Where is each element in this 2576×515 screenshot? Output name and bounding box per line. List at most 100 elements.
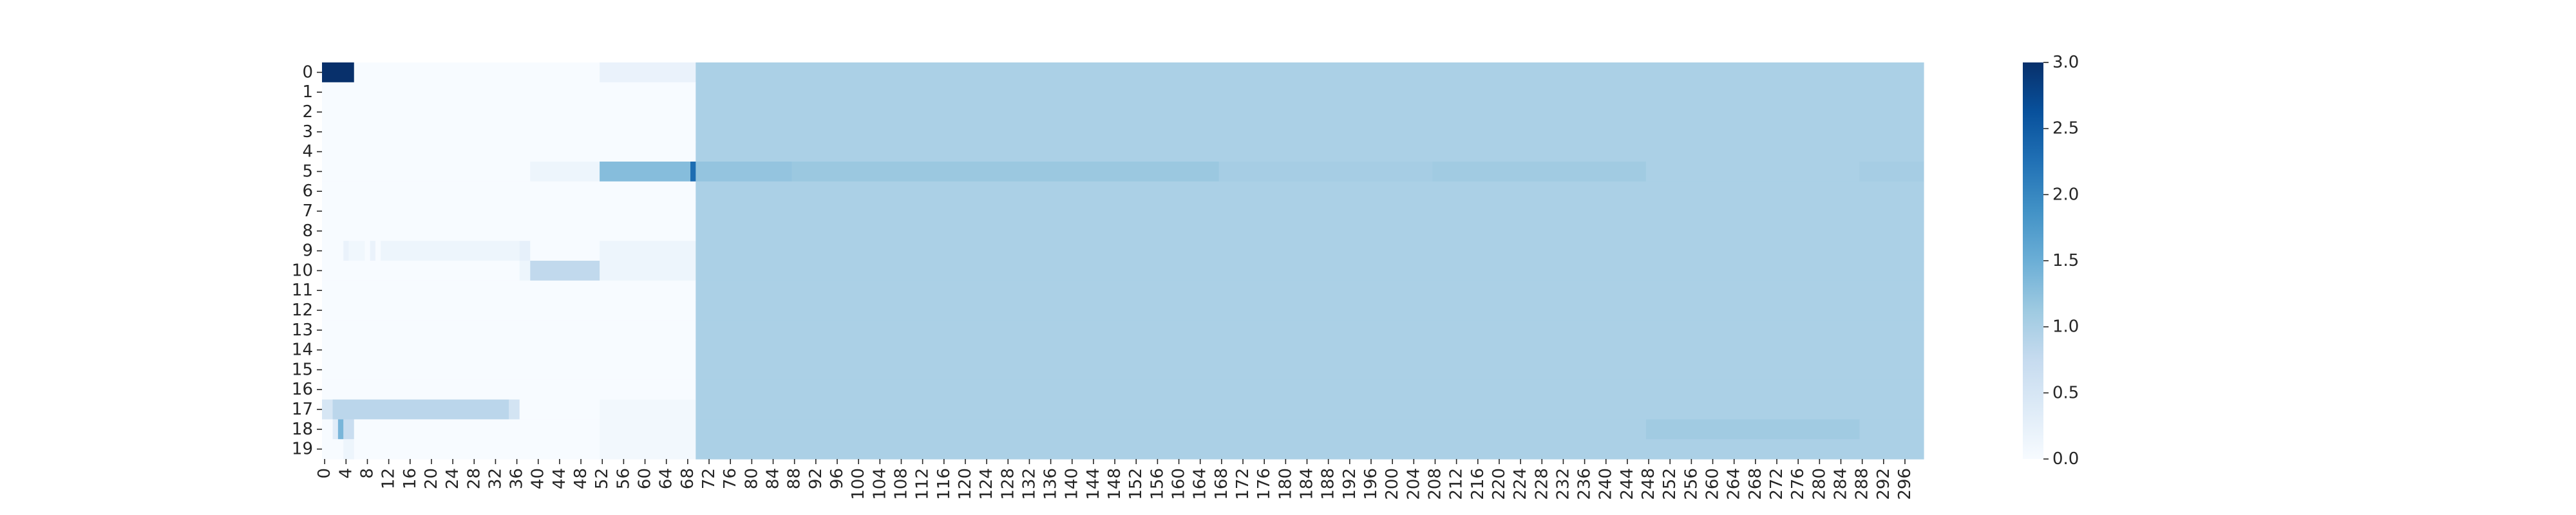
heatmap-cell [696, 122, 1924, 142]
heatmap-cell [343, 241, 350, 261]
y-tick-label: 8 [302, 221, 313, 241]
heatmap-cell [332, 419, 339, 440]
heatmap-cell [696, 340, 1924, 360]
x-tick-label: 16 [401, 468, 420, 489]
heatmap-cell [322, 62, 355, 83]
heatmap-cell [1859, 162, 1924, 182]
heatmap-cell [332, 399, 509, 420]
x-tick-label: 60 [636, 468, 655, 489]
heatmap-cell [696, 82, 1924, 103]
y-tick-label: 15 [292, 360, 313, 379]
heatmap-cell [696, 300, 1924, 321]
heatmap-cell [696, 142, 1924, 162]
heatmap-cell [322, 142, 696, 162]
x-tick-label: 72 [699, 468, 719, 489]
x-tick-label: 188 [1319, 468, 1338, 500]
y-tick-label: 6 [302, 182, 313, 201]
x-tick-label: 124 [977, 468, 996, 500]
x-tick-label: 236 [1575, 468, 1595, 500]
x-tick-label: 228 [1532, 468, 1551, 500]
heatmap-cell [600, 399, 696, 420]
heatmap-cell [696, 280, 1924, 301]
heatmap-cell [696, 419, 1647, 440]
x-tick-label: 172 [1233, 468, 1253, 500]
x-tick-label: 260 [1703, 468, 1723, 500]
y-tick-label: 11 [292, 281, 313, 300]
y-tick-label: 14 [292, 341, 313, 360]
x-tick-label: 112 [913, 468, 933, 500]
colorbar: 0.0 0.5 1.0 1.5 2.0 2.5 3.0 [2023, 53, 2079, 469]
heatmap-cell [690, 162, 696, 182]
heatmap-cell [600, 419, 696, 440]
y-tick-label: 10 [292, 261, 313, 280]
heatmap-cell [696, 439, 1924, 460]
heatmap-cell [1645, 162, 1861, 182]
x-tick-label: 284 [1832, 468, 1851, 500]
colorbar-gradient [2023, 62, 2043, 459]
x-axis: 0 4 8 12 16 20 24 28 32 36 40 44 48 52 56 60 64 68 72 76 80 8… [315, 459, 1915, 500]
colorbar-tick-label: 0.0 [2052, 449, 2079, 469]
y-tick-label: 7 [302, 201, 313, 221]
colorbar-tick-label: 2.5 [2052, 119, 2079, 138]
heatmap-cell [322, 181, 696, 202]
y-tick-label: 5 [302, 162, 313, 181]
colorbar-tick-label: 1.0 [2052, 317, 2079, 337]
x-tick-label: 92 [806, 468, 826, 489]
heatmap-cell [600, 439, 696, 460]
x-tick-label: 216 [1468, 468, 1488, 500]
heatmap-cell [1645, 419, 1861, 440]
y-tick-label: 2 [302, 102, 313, 122]
x-tick-label: 132 [1019, 468, 1039, 500]
heatmap-cell [530, 162, 600, 182]
y-tick-label: 16 [292, 380, 313, 399]
x-tick-label: 196 [1361, 468, 1381, 500]
x-tick-label: 240 [1596, 468, 1616, 500]
heatmap-cell [322, 360, 696, 380]
heatmap-cell [322, 221, 696, 241]
x-tick-label: 180 [1276, 468, 1295, 500]
x-tick-label: 68 [678, 468, 697, 489]
heatmap-cell [381, 241, 520, 261]
x-tick-label: 100 [849, 468, 868, 500]
heatmap-cell [337, 419, 344, 440]
heatmap-cell [696, 241, 1924, 261]
x-tick-label: 212 [1447, 468, 1466, 500]
x-tick-label: 272 [1767, 468, 1786, 500]
x-tick-label: 192 [1340, 468, 1359, 500]
heatmap-cell [696, 102, 1924, 122]
heatmap-cell [365, 241, 371, 261]
heatmap-cell [322, 261, 520, 281]
x-tick-label: 160 [1170, 468, 1189, 500]
x-tick-label: 276 [1788, 468, 1808, 500]
x-tick-label: 156 [1148, 468, 1167, 500]
heatmap-cell [354, 419, 600, 440]
x-tick-label: 104 [870, 468, 889, 500]
heatmap-cell [322, 300, 696, 321]
x-tick-label: 76 [721, 468, 740, 489]
heatmap-cell [322, 439, 344, 460]
x-tick-label: 296 [1895, 468, 1915, 500]
x-tick-label: 292 [1874, 468, 1893, 500]
colorbar-tick-label: 1.5 [2052, 251, 2079, 270]
x-tick-label: 8 [357, 468, 377, 479]
x-tick-label: 48 [571, 468, 591, 489]
heatmap-cell [600, 261, 696, 281]
x-tick-label: 176 [1255, 468, 1274, 500]
heatmap-cell [322, 102, 696, 122]
x-tick-label: 0 [315, 468, 334, 479]
x-tick-label: 152 [1126, 468, 1146, 500]
x-tick-label: 184 [1298, 468, 1317, 500]
heatmap-cell [343, 439, 355, 460]
x-tick-label: 140 [1063, 468, 1082, 500]
x-tick-label: 244 [1618, 468, 1637, 500]
y-tick-label: 18 [292, 420, 313, 439]
y-tick-label: 3 [302, 122, 313, 142]
heatmap-cell [696, 379, 1924, 400]
y-tick-label: 9 [302, 241, 313, 261]
x-tick-label: 96 [828, 468, 847, 489]
heatmap-cell [530, 261, 600, 281]
x-tick-label: 252 [1660, 468, 1680, 500]
heatmap-cell [696, 221, 1924, 241]
heatmap-cell [696, 399, 1924, 420]
x-tick-label: 56 [614, 468, 633, 489]
